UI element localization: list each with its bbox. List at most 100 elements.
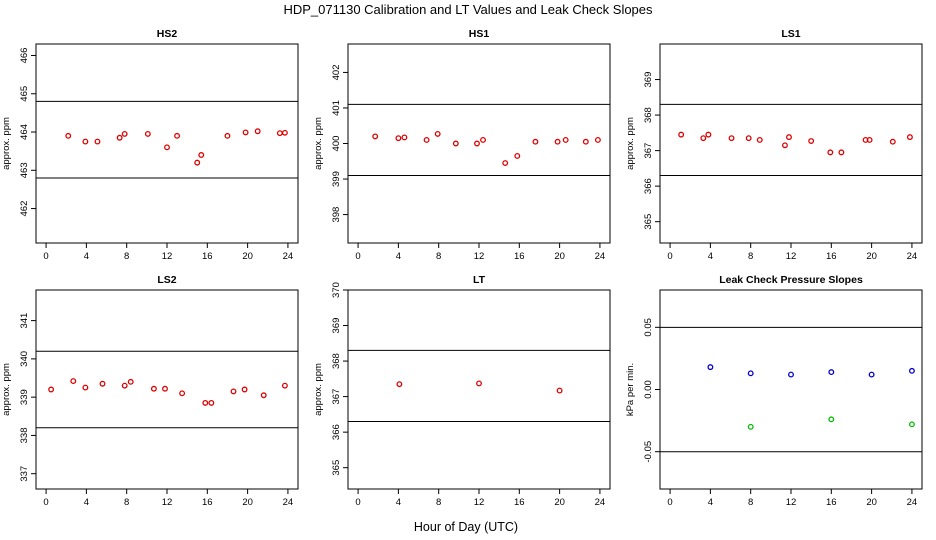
data-point bbox=[866, 136, 873, 143]
data-point bbox=[828, 416, 835, 423]
x-tick-label: 20 bbox=[242, 251, 253, 262]
data-point bbox=[808, 138, 815, 144]
data-point bbox=[745, 135, 752, 142]
figure-title: HDP_071130 Calibration and LT Values and… bbox=[283, 2, 653, 17]
x-tick-label: 20 bbox=[242, 497, 253, 508]
data-point bbox=[121, 382, 128, 389]
y-tick-label: 338 bbox=[19, 427, 30, 443]
data-point bbox=[828, 369, 835, 376]
panel-6: Leak Check Pressure Slopes kPa per min. 0 4… bbox=[625, 274, 923, 508]
panel-title: LS2 bbox=[157, 274, 176, 286]
y-tick-label: 463 bbox=[19, 162, 30, 178]
data-point bbox=[582, 138, 589, 145]
x-tick-label: 20 bbox=[554, 251, 565, 262]
y-tick-label: 365 bbox=[643, 214, 654, 230]
y-tick-label: 462 bbox=[19, 201, 30, 217]
data-point bbox=[164, 144, 170, 151]
data-point bbox=[747, 370, 754, 377]
data-point bbox=[372, 133, 379, 140]
data-point bbox=[474, 140, 480, 147]
data-point bbox=[174, 132, 181, 139]
x-tick-label: 24 bbox=[907, 251, 918, 262]
x-tick-label: 12 bbox=[474, 251, 485, 262]
data-point bbox=[116, 134, 123, 141]
data-point bbox=[747, 423, 754, 430]
x-tick-label: 20 bbox=[866, 251, 877, 262]
y-tick-label: 0.05 bbox=[643, 318, 654, 337]
data-point bbox=[94, 138, 101, 145]
data-point bbox=[838, 149, 845, 156]
data-point bbox=[502, 160, 509, 166]
y-tick-label: 466 bbox=[19, 48, 30, 64]
panel-title: HS1 bbox=[469, 28, 490, 40]
data-point bbox=[82, 384, 89, 391]
x-tick-label: 16 bbox=[202, 497, 213, 508]
data-point bbox=[556, 387, 563, 394]
data-point bbox=[434, 130, 441, 137]
panel-title: LS1 bbox=[781, 28, 800, 40]
data-point bbox=[678, 131, 685, 138]
y-tick-label: 398 bbox=[331, 207, 342, 223]
x-tick-label: 4 bbox=[396, 497, 401, 508]
x-tick-label: 16 bbox=[826, 251, 837, 262]
x-tick-label: 0 bbox=[667, 251, 672, 262]
panel-2: HS1 approx. ppm 0 4 8 12 16 20 24 398 399 400 401 402 bbox=[313, 28, 611, 262]
x-tick-label: 8 bbox=[436, 497, 441, 508]
plot-frame bbox=[35, 43, 299, 244]
y-axis-label: approx. ppm bbox=[1, 363, 12, 416]
y-tick-label: 341 bbox=[19, 313, 30, 329]
data-point bbox=[150, 385, 157, 392]
data-point bbox=[179, 390, 186, 397]
panel-title: LT bbox=[473, 274, 486, 286]
data-point bbox=[395, 135, 402, 142]
data-point bbox=[281, 129, 288, 136]
data-point bbox=[281, 382, 288, 389]
x-tick-label: 0 bbox=[43, 251, 48, 262]
y-tick-label: 465 bbox=[19, 86, 30, 102]
y-tick-label: 368 bbox=[331, 353, 342, 369]
x-tick-label: 8 bbox=[436, 251, 441, 262]
y-tick-label: -0.05 bbox=[643, 441, 654, 463]
y-axis-label: approx. ppm bbox=[625, 117, 636, 170]
plot-frame bbox=[659, 43, 923, 244]
data-point bbox=[480, 136, 486, 143]
data-point bbox=[705, 131, 712, 138]
y-tick-label: 367 bbox=[643, 143, 654, 159]
panel-title: HS2 bbox=[157, 28, 178, 40]
data-point bbox=[908, 367, 915, 374]
data-point bbox=[276, 130, 283, 137]
data-point bbox=[99, 380, 106, 387]
data-point bbox=[121, 130, 128, 137]
data-point bbox=[756, 136, 763, 143]
y-tick-label: 370 bbox=[331, 282, 342, 298]
x-tick-label: 0 bbox=[667, 497, 672, 508]
data-point bbox=[230, 388, 237, 395]
x-tick-label: 8 bbox=[748, 251, 753, 262]
y-tick-label: 369 bbox=[331, 318, 342, 334]
data-point bbox=[452, 140, 459, 147]
y-tick-label: 365 bbox=[331, 460, 342, 476]
data-point bbox=[224, 132, 231, 139]
x-tick-label: 16 bbox=[514, 251, 525, 262]
data-point bbox=[786, 134, 792, 141]
data-point bbox=[401, 134, 408, 141]
data-point bbox=[906, 134, 913, 141]
data-point bbox=[782, 142, 788, 149]
x-tick-label: 8 bbox=[748, 497, 753, 508]
y-tick-label: 399 bbox=[331, 171, 342, 187]
y-tick-label: 337 bbox=[19, 466, 30, 482]
panel-4: LS2 approx. ppm 0 4 8 12 16 20 24 337 338 339 340 341 bbox=[1, 274, 299, 508]
y-tick-label: 400 bbox=[331, 136, 342, 152]
figure-x-axis-label: Hour of Day (UTC) bbox=[414, 520, 518, 534]
data-point bbox=[48, 386, 55, 393]
plot-frame bbox=[347, 289, 611, 490]
data-point bbox=[162, 385, 168, 392]
y-axis-label: approx. ppm bbox=[1, 117, 12, 170]
data-point bbox=[65, 132, 72, 139]
x-tick-label: 8 bbox=[124, 251, 129, 262]
data-point bbox=[260, 392, 267, 399]
y-tick-label: 368 bbox=[643, 107, 654, 123]
x-tick-label: 20 bbox=[554, 497, 565, 508]
x-tick-label: 12 bbox=[474, 497, 485, 508]
